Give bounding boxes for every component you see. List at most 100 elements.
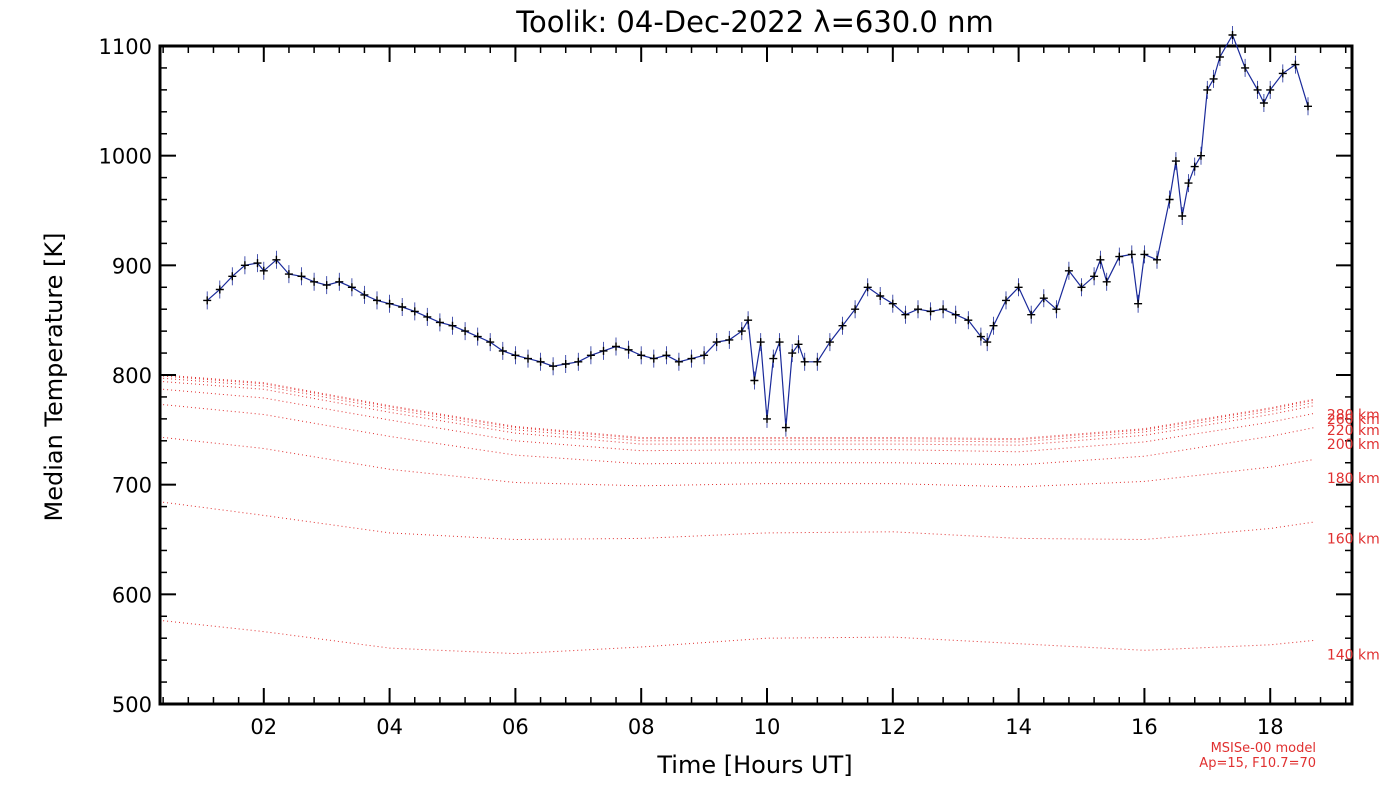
data-point [549,362,558,371]
x-tick-label: 06 [502,715,529,739]
data-point [1134,299,1143,308]
axis-ticks: 500 600 700 800 900 1000 1100 02 04 06 08 10 12 14 16 1… [99,35,1352,739]
data-point [888,299,897,308]
data-point [435,318,444,327]
data-point [794,340,803,349]
data-point [398,303,407,311]
data-point [775,338,784,347]
model-curve-7 [163,375,1315,441]
data-point [1241,63,1250,72]
data-point [1002,296,1010,305]
y-tick-label: 800 [112,364,152,388]
data-point [410,307,419,316]
data-point [914,305,922,314]
model-curve-4 [163,388,1315,453]
data-point [1184,179,1193,188]
data-point [700,351,709,360]
data-point [1077,283,1086,292]
data-point [851,305,860,314]
data-point [756,338,765,347]
data-point [750,376,759,385]
data-point [561,360,570,368]
data-point [687,354,696,363]
model-curve-label: 200 km [1327,437,1380,453]
x-tick-label: 08 [628,715,655,739]
model-curve-8 [163,374,1315,440]
data-point [838,321,847,330]
data-point [1165,195,1174,204]
data-point [473,332,482,341]
data-point [1203,85,1212,94]
model-curve-label: 140 km [1327,648,1380,664]
data-point [674,357,683,366]
x-tick-label: 02 [250,715,277,739]
data-point [511,351,520,360]
data-point [624,345,633,354]
data-point [1259,99,1268,107]
data-point [1228,31,1237,39]
data-point [586,351,595,360]
data-point [373,296,381,305]
x-axis-label: Time [Hours UT] [656,751,852,779]
data-point [240,261,249,270]
data-point [1178,212,1187,220]
model-curve-6 [163,377,1315,443]
data-point [536,357,545,366]
y-tick-label: 700 [112,474,152,498]
data-point [825,338,834,347]
data-point [712,338,721,347]
data-point [1014,283,1023,292]
y-tick-label: 1000 [99,145,152,169]
data-point [574,357,583,366]
model-curve-0 [163,620,1315,655]
data-point [901,310,910,319]
data-point [228,272,237,281]
data-point [1209,74,1218,83]
data-point [1190,162,1199,171]
data-point [788,349,797,358]
data-point [272,255,281,264]
x-tick-label: 16 [1131,715,1158,739]
data-point [744,316,753,325]
data-point [1266,85,1275,94]
data-point [1140,250,1149,259]
data-point [976,332,985,341]
data-point [763,414,771,423]
data-point [310,277,319,286]
data-point [461,327,470,336]
data-point [649,354,658,363]
data-point [1039,294,1048,303]
model-curve-1 [163,501,1315,541]
data-point [1278,69,1287,78]
model-note-line-1: MSISe-00 model [1211,741,1316,756]
data-point [215,285,224,294]
data-point [725,335,734,344]
data-point [737,327,746,336]
data-point [1090,272,1099,281]
data-point [385,299,394,308]
model-curve-label: 180 km [1327,471,1380,487]
data-point [983,338,992,347]
data-point [1127,250,1136,259]
data-point [1291,60,1300,69]
data-point [1153,255,1161,264]
data-point [781,423,790,432]
data-point [1171,157,1180,166]
data-point [813,357,822,366]
model-curve-label: 260 km [1327,412,1380,428]
data-point [1052,305,1061,314]
y-tick-label: 1100 [99,35,152,59]
data-point [876,292,885,300]
data-point [448,321,457,330]
series-line [206,33,1309,428]
data-point [989,321,998,330]
data-point [1027,310,1036,319]
data-point [360,290,369,299]
data-point [1064,266,1073,275]
x-tick-label: 10 [754,715,781,739]
data-point [1215,53,1224,61]
data-point [599,346,608,355]
data-point [253,259,262,268]
